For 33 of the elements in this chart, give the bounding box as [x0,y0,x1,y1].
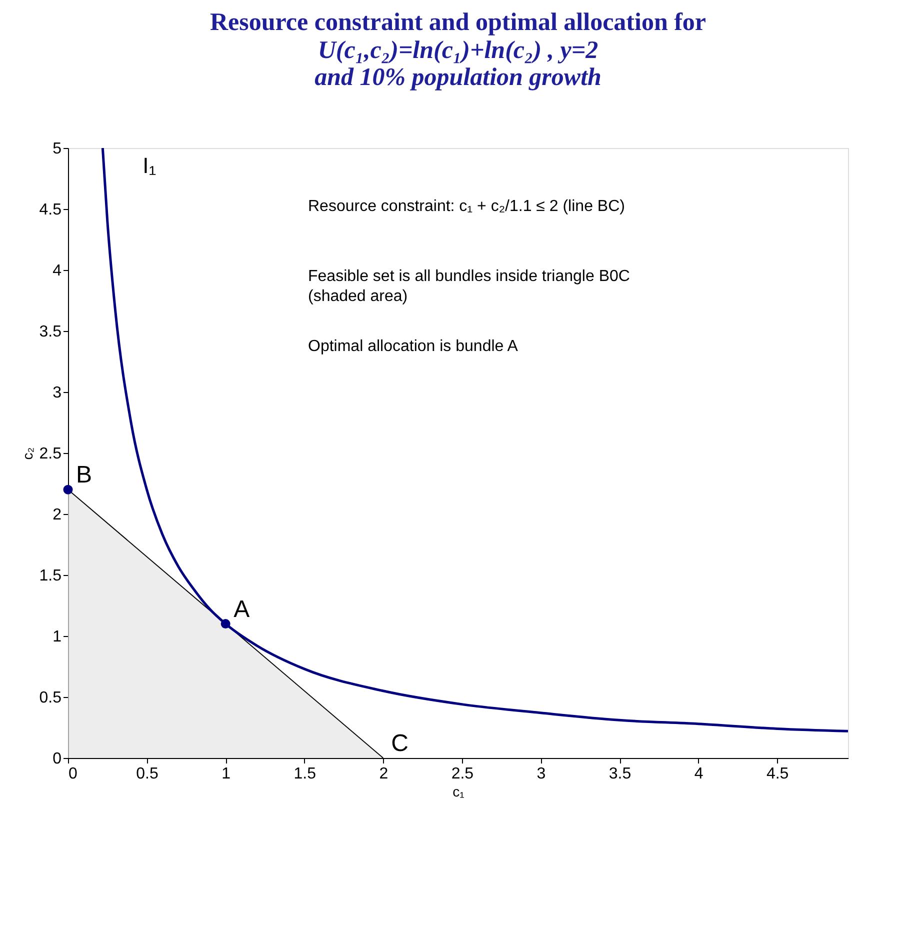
chart-subtitle: U(c₁,c₂)=ln(c₁)+ln(c₂) , y=2 and 10% population growth [314,37,602,91]
y-tick-label: 2.5 [39,446,62,462]
y-tick-label: 3.5 [39,324,62,340]
y-tick-label: 5 [52,140,62,158]
x-tick-label: 1.5 [294,766,316,782]
annotation: A [234,596,250,623]
x-tick-label: 2 [379,766,388,782]
annotation: C [391,730,408,757]
y-tick-label: 4.5 [39,202,62,218]
y-tick-label: 0 [52,750,62,768]
x-tick-label: 1 [222,766,231,782]
x-tick-label: 3 [536,766,546,782]
y-axis-title: c₂ [19,447,36,460]
x-tick-label: 0 [68,766,78,782]
x-tick-label: 3.5 [608,766,632,782]
series-label: I₁ [142,153,156,178]
annotation: Feasible set is all bundles inside triangle B0C (shaded area) [308,268,630,305]
y-tick-label: 4 [52,262,62,280]
annotation: Resource constraint: c₁ + c₂/1.1 ≤ 2 (line BC) [308,198,625,215]
chart-title: Resource constraint and optimal allocation for [210,9,706,36]
y-tick-label: 2 [52,506,62,524]
x-tick-label: 4 [694,766,704,782]
x-axis-title: c₁ [452,784,465,800]
y-tick-label: 1 [52,628,62,646]
x-tick-label: 4.5 [766,766,789,782]
annotation: B [76,462,92,489]
y-tick-label: 0.5 [39,690,62,706]
y-tick-label: 1.5 [39,568,62,584]
x-tick-label: 0.5 [136,766,159,782]
annotation: Optimal allocation is bundle A [308,338,518,355]
x-tick-label: 2.5 [451,766,474,782]
line-series [101,148,848,732]
y-tick-label: 3 [52,384,62,402]
